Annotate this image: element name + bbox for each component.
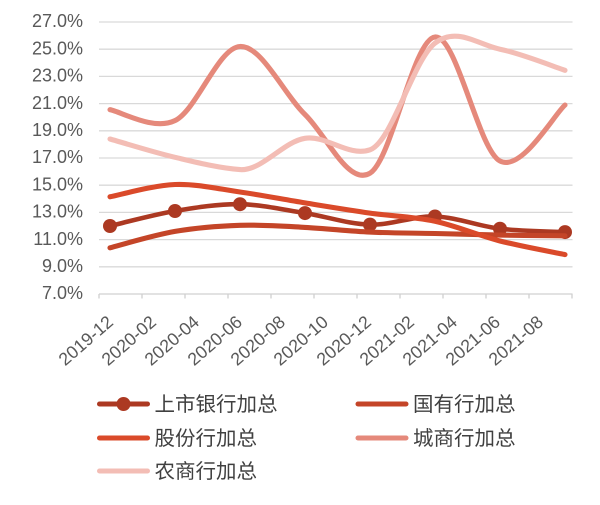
svg-text:23.0%: 23.0%	[32, 66, 83, 86]
svg-text:11.0%: 11.0%	[33, 229, 83, 249]
svg-text:9.0%: 9.0%	[42, 256, 83, 276]
svg-text:17.0%: 17.0%	[32, 147, 83, 167]
svg-text:7.0%: 7.0%	[42, 283, 83, 303]
svg-text:21.0%: 21.0%	[32, 93, 83, 113]
svg-text:19.0%: 19.0%	[32, 120, 83, 140]
svg-text:15.0%: 15.0%	[32, 174, 83, 194]
svg-text:13.0%: 13.0%	[32, 202, 83, 222]
svg-text:27.0%: 27.0%	[32, 11, 83, 31]
svg-text:25.0%: 25.0%	[32, 38, 83, 58]
